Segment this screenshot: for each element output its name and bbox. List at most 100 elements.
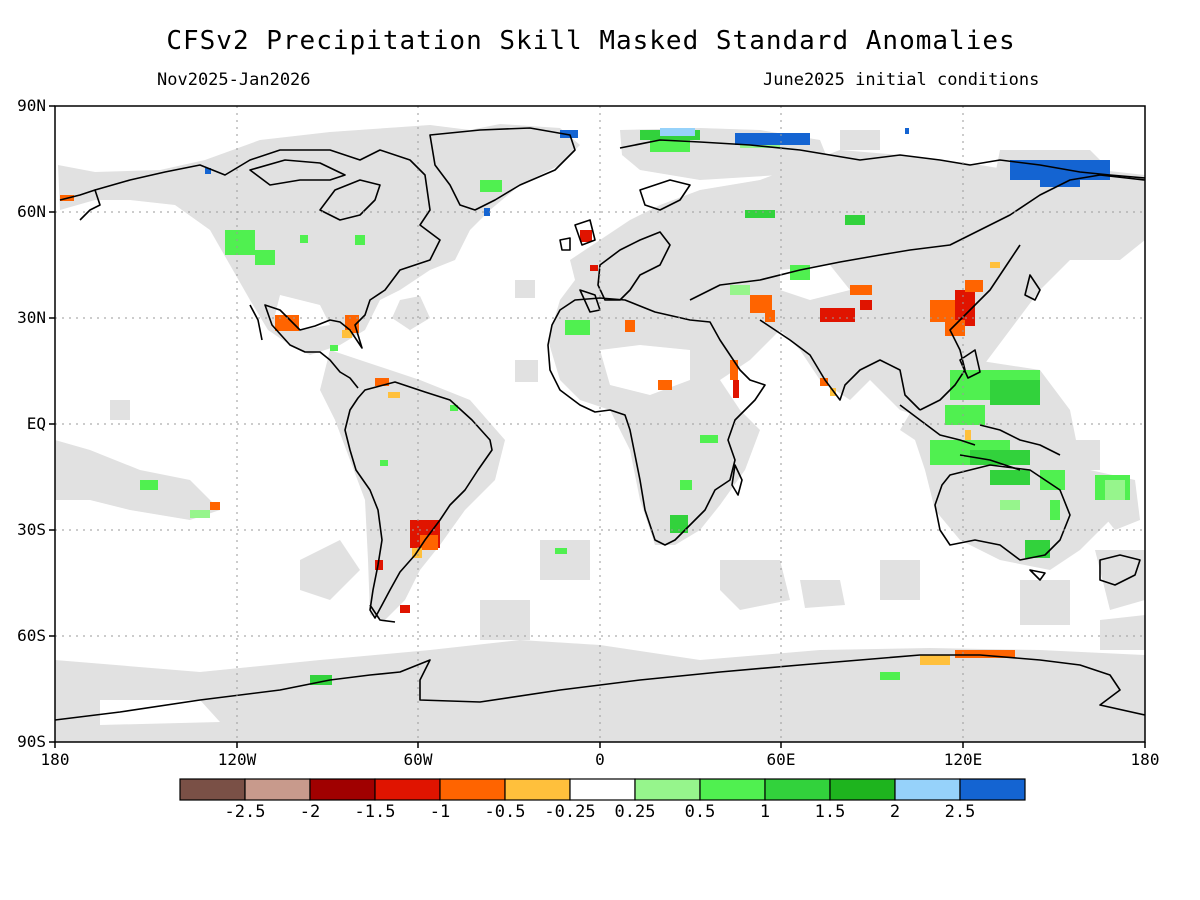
anomaly-cell [850, 285, 872, 295]
anomaly-cell [210, 502, 220, 510]
colorbar-swatch [699, 778, 766, 801]
anomaly-cell [880, 672, 900, 680]
colorbar-swatch [179, 778, 246, 801]
anomaly-cell [920, 655, 950, 665]
colorbar [179, 778, 1026, 801]
anomaly-cell [820, 378, 828, 386]
anomaly-cell [860, 300, 872, 310]
colorbar-swatch [894, 778, 961, 801]
anomaly-cell [355, 235, 365, 245]
graticule [55, 106, 1145, 742]
colorbar-label: 0.5 [684, 802, 716, 822]
anomaly-cell [730, 285, 750, 295]
anomaly-cell [484, 208, 490, 216]
anomaly-cell [300, 235, 308, 243]
anomaly-cell [275, 315, 299, 331]
colorbar-swatch [439, 778, 506, 801]
colorbar-swatch [959, 778, 1026, 801]
anomaly-cell [555, 548, 567, 554]
anomaly-cell [670, 515, 688, 533]
anomaly-cell [140, 480, 158, 490]
anomaly-cell [310, 675, 332, 685]
lat-label-90s: 90S [17, 732, 46, 751]
anomaly-cells [60, 128, 1130, 685]
axis-ticks [49, 105, 1146, 748]
colorbar-label: -1.5 [354, 802, 396, 822]
anomaly-cell [342, 330, 352, 338]
anomaly-cell [205, 168, 211, 174]
anomaly-cell [660, 128, 695, 136]
colorbar-label: -0.25 [544, 802, 596, 822]
anomaly-cell [965, 430, 971, 444]
anomaly-cell [1050, 500, 1060, 520]
colorbar-swatch [374, 778, 441, 801]
colorbar-swatch [244, 778, 311, 801]
anomaly-cell [965, 280, 983, 292]
colorbar-label: -0.5 [484, 802, 526, 822]
anomaly-cell [745, 210, 775, 218]
map-title: CFSv2 Precipitation Skill Masked Standar… [166, 26, 1016, 56]
anomaly-cell [375, 560, 383, 570]
colorbar-swatch [829, 778, 896, 801]
anomaly-cell [625, 320, 635, 332]
anomaly-cell [650, 140, 690, 152]
anomaly-cell [1000, 500, 1020, 510]
unmasked-areas [100, 265, 850, 725]
anomaly-cell [1040, 175, 1080, 187]
colorbar-label: 2 [889, 802, 901, 822]
anomaly-cell [255, 250, 275, 265]
anomaly-cell [680, 480, 692, 490]
lon-label-60e: 60E [766, 750, 796, 769]
anomaly-cell [450, 405, 458, 411]
lon-label-60w: 60W [403, 750, 433, 769]
anomaly-cell [380, 460, 388, 466]
anomaly-cell [580, 230, 592, 242]
anomaly-cell [700, 435, 718, 443]
anomaly-cell [1025, 540, 1050, 558]
anomaly-cell [905, 128, 909, 134]
lon-label-0: 0 [595, 750, 605, 769]
anomaly-cell [733, 380, 739, 398]
anomaly-cell [480, 180, 502, 192]
colorbar-swatch [309, 778, 376, 801]
anomaly-cell [955, 290, 975, 326]
anomaly-cell [590, 265, 598, 271]
forecast-period: Nov2025-Jan2026 [157, 70, 311, 90]
anomaly-cell [970, 450, 1030, 465]
anomaly-cell [765, 310, 775, 322]
anomaly-cell [1105, 480, 1125, 500]
anomaly-cell [955, 650, 1015, 658]
anomaly-cell [565, 320, 590, 335]
lon-label-180w: 180 [40, 750, 70, 769]
anomaly-cell [400, 605, 410, 613]
lat-label-eq: EQ [26, 414, 46, 433]
colorbar-label: -2.5 [224, 802, 266, 822]
anomaly-cell [990, 470, 1030, 485]
anomaly-cell [388, 392, 400, 398]
anomaly-cell [845, 215, 865, 225]
anomaly-cell [735, 133, 810, 145]
colorbar-swatch [569, 778, 636, 801]
anomaly-cell [420, 535, 438, 550]
colorbar-swatch [504, 778, 571, 801]
colorbar-label: -1 [429, 802, 451, 822]
initial-conditions: June2025 initial conditions [763, 70, 1040, 90]
lat-label-90n: 90N [17, 96, 46, 115]
anomaly-cell [1040, 470, 1065, 490]
lat-label-60s: 60S [17, 626, 46, 645]
lat-label-60n: 60N [17, 202, 46, 221]
colorbar-label: -2 [299, 802, 321, 822]
anomaly-cell [190, 510, 210, 518]
anomaly-cell [560, 130, 578, 138]
colorbar-swatch [634, 778, 701, 801]
anomaly-cell [990, 380, 1040, 405]
anomaly-cell [750, 295, 772, 313]
anomaly-cell [375, 378, 389, 386]
anomaly-cell [730, 360, 738, 380]
colorbar-label: 1.5 [814, 802, 846, 822]
lon-label-120e: 120E [943, 750, 983, 769]
lon-label-180e: 180 [1130, 750, 1160, 769]
anomaly-cell [930, 300, 955, 322]
colorbar-swatch [764, 778, 831, 801]
